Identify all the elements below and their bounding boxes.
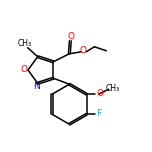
Text: N: N bbox=[33, 82, 40, 91]
Text: O: O bbox=[80, 46, 87, 55]
Text: O: O bbox=[96, 89, 103, 98]
Text: O: O bbox=[21, 64, 28, 74]
Text: O: O bbox=[68, 32, 75, 41]
Text: F: F bbox=[96, 109, 101, 118]
Text: CH₃: CH₃ bbox=[106, 84, 120, 93]
Text: CH₃: CH₃ bbox=[18, 39, 32, 48]
